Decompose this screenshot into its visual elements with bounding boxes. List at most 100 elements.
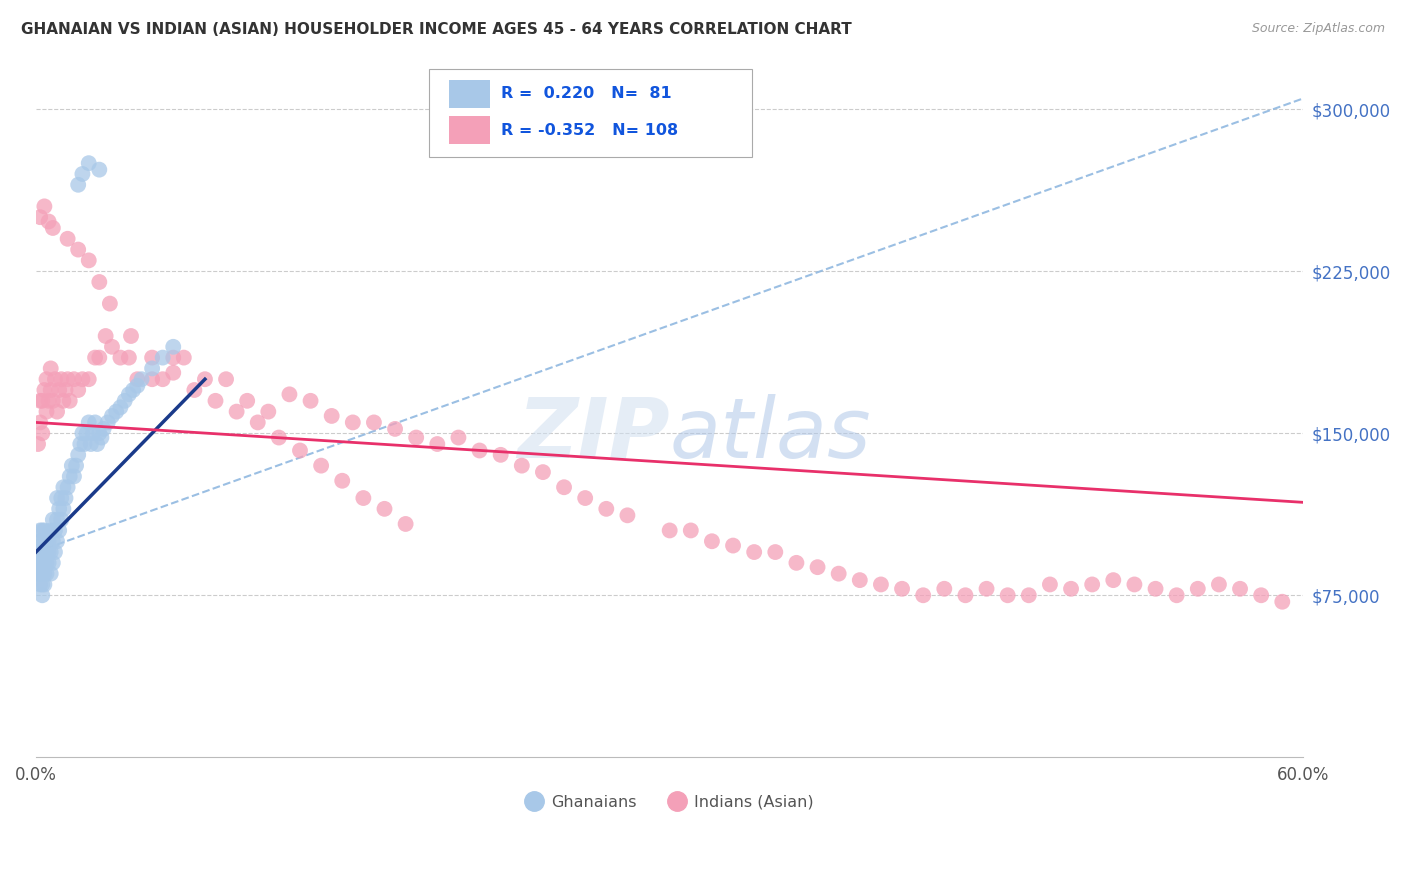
Point [46, 491, 69, 505]
Point [849, 573, 872, 587]
Point [141, 361, 163, 376]
Point [65, 458, 87, 473]
Point [38, 556, 60, 570]
Point [330, 474, 353, 488]
Point [52, 393, 75, 408]
Text: GHANAIAN VS INDIAN (ASIAN) HOUSEHOLDER INCOME AGES 45 - 64 YEARS CORRELATION CHA: GHANAIAN VS INDIAN (ASIAN) HOUSEHOLDER I… [21, 22, 852, 37]
Point [56, 372, 79, 386]
Point [86, 437, 108, 451]
Point [35, 566, 58, 581]
Point [39, 566, 62, 581]
Point [616, 508, 638, 523]
Point [31, 545, 53, 559]
Point [118, 387, 141, 401]
Point [1039, 577, 1062, 591]
Point [89, 426, 111, 441]
Point [59, 393, 82, 408]
Point [30, 577, 52, 591]
Point [574, 491, 596, 505]
Point [394, 516, 416, 531]
Point [934, 582, 956, 596]
Point [763, 545, 786, 559]
Point [321, 409, 343, 423]
Point [162, 340, 184, 354]
Point [46, 534, 69, 549]
Point [1187, 582, 1209, 596]
Point [44, 524, 66, 538]
Point [77, 253, 100, 268]
Point [51, 372, 73, 386]
Point [31, 393, 53, 408]
Point [278, 387, 301, 401]
Point [127, 378, 149, 392]
Point [373, 501, 395, 516]
Point [131, 372, 153, 386]
Point [34, 556, 56, 570]
Point [56, 480, 79, 494]
Point [31, 524, 53, 538]
Point [891, 582, 914, 596]
Point [299, 393, 322, 408]
Point [42, 221, 65, 235]
Point [35, 404, 58, 418]
Point [152, 372, 174, 386]
Point [89, 275, 111, 289]
Point [309, 458, 332, 473]
Point [30, 534, 52, 549]
Point [35, 556, 58, 570]
Point [44, 372, 66, 386]
Point [215, 372, 238, 386]
Point [806, 560, 828, 574]
Point [84, 351, 107, 365]
Text: R =  0.220   N=  81: R = 0.220 N= 81 [501, 87, 672, 102]
Point [44, 545, 66, 559]
Point [1081, 577, 1104, 591]
Point [1271, 595, 1294, 609]
Point [73, 437, 96, 451]
Point [52, 501, 75, 516]
Point [42, 393, 65, 408]
Point [30, 210, 52, 224]
Point [34, 577, 56, 591]
Point [39, 524, 62, 538]
Point [72, 372, 94, 386]
Point [1250, 588, 1272, 602]
Point [31, 534, 53, 549]
Point [34, 383, 56, 397]
Point [34, 534, 56, 549]
Point [204, 393, 226, 408]
Point [72, 167, 94, 181]
Point [84, 416, 107, 430]
Point [700, 534, 723, 549]
Point [77, 372, 100, 386]
Point [785, 556, 807, 570]
Point [31, 426, 53, 441]
Point [82, 426, 104, 441]
FancyBboxPatch shape [449, 116, 489, 145]
Point [405, 431, 427, 445]
Legend: Ghanaians, Indians (Asian): Ghanaians, Indians (Asian) [519, 788, 820, 816]
Point [976, 582, 998, 596]
Point [183, 383, 205, 397]
Point [1229, 582, 1251, 596]
Point [35, 372, 58, 386]
Point [48, 501, 70, 516]
Point [35, 545, 58, 559]
Point [363, 416, 385, 430]
Point [553, 480, 575, 494]
Point [90, 431, 112, 445]
Point [173, 351, 195, 365]
Point [105, 404, 128, 418]
Point [98, 296, 121, 310]
Point [38, 545, 60, 559]
Point [77, 156, 100, 170]
Point [34, 524, 56, 538]
Point [120, 329, 142, 343]
Point [721, 539, 744, 553]
Text: Source: ZipAtlas.com: Source: ZipAtlas.com [1251, 22, 1385, 36]
Point [67, 178, 90, 192]
Point [80, 437, 103, 451]
Point [93, 422, 115, 436]
Point [1102, 573, 1125, 587]
Point [101, 409, 124, 423]
